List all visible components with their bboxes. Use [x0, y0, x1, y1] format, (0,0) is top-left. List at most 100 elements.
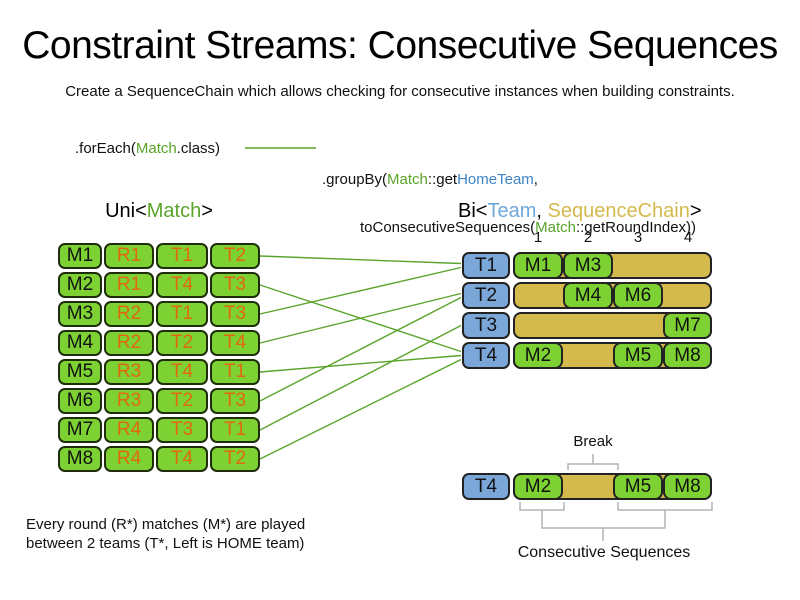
team-label: T3 [462, 312, 510, 339]
round-cell: R4 [104, 417, 154, 443]
match-id-cell: M8 [58, 446, 102, 472]
match-id-cell: M1 [58, 243, 102, 269]
home-team-connector [259, 255, 462, 265]
away-team-cell: T4 [210, 330, 260, 356]
match-block: M5 [613, 473, 663, 500]
home-team-connector [259, 324, 462, 431]
home-team-cell: T4 [156, 272, 208, 298]
away-team-cell: T3 [210, 301, 260, 327]
away-team-cell: T2 [210, 243, 260, 269]
match-block: M7 [663, 312, 712, 339]
heading-text: Uni< [105, 200, 147, 222]
sequence-bracket-joiner [541, 510, 666, 541]
home-team-cell: T1 [156, 243, 208, 269]
match-row: M3 R2 T1 T3 [58, 301, 260, 327]
page-title: Constraint Streams: Consecutive Sequence… [22, 24, 778, 67]
round-cell: R2 [104, 330, 154, 356]
away-team-cell: T1 [210, 417, 260, 443]
code-match-token: Match [135, 140, 177, 157]
away-team-cell: T1 [210, 359, 260, 385]
heading-text: Bi< [458, 200, 488, 222]
team-label: T4 [462, 473, 510, 500]
heading-text: > [689, 200, 702, 222]
match-block: M8 [663, 342, 712, 369]
match-row: M4 R2 T2 T4 [58, 330, 260, 356]
code-text: .class) [176, 140, 221, 157]
team-row: T1 M1 M3 [462, 252, 713, 279]
round-header: 3 [633, 229, 643, 246]
sequence-bracket-left [519, 502, 565, 511]
home-team-connector [259, 354, 462, 373]
round-cell: R3 [104, 388, 154, 414]
match-row: M1 R1 T1 T2 [58, 243, 260, 269]
team-type-token: Team [487, 200, 537, 222]
match-id-cell: M7 [58, 417, 102, 443]
home-team-cell: T3 [156, 417, 208, 443]
home-team-cell: T4 [156, 446, 208, 472]
footnote: Every round (R*) matches (M*) are played… [26, 515, 305, 553]
team-row: T4 M2 M5 M8 [462, 342, 713, 369]
match-id-cell: M4 [58, 330, 102, 356]
round-header: 1 [533, 229, 543, 246]
code-foreach: .forEach(Match.class) [75, 140, 220, 157]
break-label: Break [573, 433, 613, 450]
home-team-cell: T2 [156, 388, 208, 414]
home-team-connector [259, 296, 462, 402]
match-id-cell: M6 [58, 388, 102, 414]
match-block: M8 [663, 473, 712, 500]
home-team-connector [259, 358, 462, 460]
match-id-cell: M2 [58, 272, 102, 298]
code-text: .groupBy( [322, 171, 388, 188]
subtitle: Create a SequenceChain which allows chec… [65, 83, 735, 100]
code-groupby: .groupBy(Match::getHomeTeam, toConsecuti… [322, 140, 696, 268]
code-match-token: Match [387, 171, 428, 188]
match-block: M5 [613, 342, 663, 369]
match-type-token: Match [146, 200, 202, 222]
round-cell: R1 [104, 272, 154, 298]
match-row: M7 R4 T3 T1 [58, 417, 260, 443]
home-team-connector [259, 266, 462, 315]
away-team-cell: T2 [210, 446, 260, 472]
round-cell: R2 [104, 301, 154, 327]
team-label: T4 [462, 342, 510, 369]
round-header: 2 [583, 229, 593, 246]
code-text: , [533, 171, 538, 188]
code-text: ::get [427, 171, 458, 188]
round-header: 4 [683, 229, 693, 246]
team-row: T3 M7 [462, 312, 713, 339]
home-team-cell: T4 [156, 359, 208, 385]
match-block: M3 [563, 252, 613, 279]
match-row: M2 R1 T4 T3 [58, 272, 260, 298]
round-cell: R3 [104, 359, 154, 385]
team-sequence-grid: T1 M1 M3 T2 M4 M6 T3 M7 T4 M2 M5 M8 [462, 252, 713, 399]
code-text: .forEach( [75, 140, 136, 157]
code-groupby-line2: toConsecutiveSequences(Match::getRoundIn… [360, 220, 696, 236]
round-cell: R1 [104, 243, 154, 269]
away-team-cell: T3 [210, 272, 260, 298]
bi-team-sequencechain-heading: Bi<Team, SequenceChain> [458, 200, 702, 223]
home-team-cell: T1 [156, 301, 208, 327]
home-team-connector [259, 292, 462, 344]
match-block: M1 [513, 252, 563, 279]
break-bracket [567, 454, 619, 470]
match-row: M8 R4 T4 T2 [58, 446, 260, 472]
round-cell: R4 [104, 446, 154, 472]
uni-match-heading: Uni<Match> [58, 200, 260, 223]
code-text: ::getRoundIndex)) [575, 219, 697, 236]
code-groupby-line1: .groupBy(Match::getHomeTeam, [322, 172, 696, 188]
team-label: T1 [462, 252, 510, 279]
match-id-cell: M5 [58, 359, 102, 385]
code-text: toConsecutiveSequences( [360, 219, 536, 236]
match-block: M2 [513, 473, 563, 500]
consecutive-sequences-label: Consecutive Sequences [517, 544, 691, 561]
match-row: M5 R3 T4 T1 [58, 359, 260, 385]
match-table: M1 R1 T1 T2 M2 R1 T4 T3 M3 R2 T1 T3 M4 R2 T2 T4 M5 R3 T4 T1… [58, 243, 262, 475]
heading-text: , [536, 200, 548, 222]
match-id-cell: M3 [58, 301, 102, 327]
sequencechain-type-token: SequenceChain [547, 200, 690, 222]
code-match-token: Match [535, 219, 576, 236]
match-block: M4 [563, 282, 613, 309]
home-team-cell: T2 [156, 330, 208, 356]
